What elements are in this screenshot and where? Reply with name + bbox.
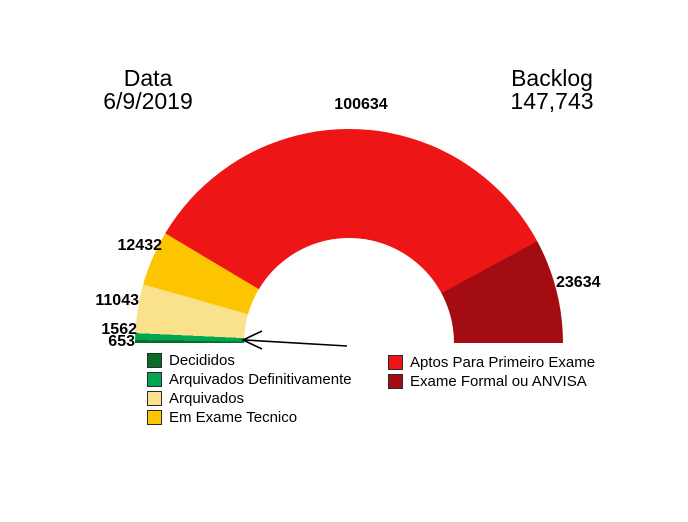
legend-label-exame-formal-ou-anvisa: Exame Formal ou ANVISA: [410, 373, 587, 390]
backlog-title-block: Backlog 147,743: [457, 67, 647, 113]
legend-column-right: Aptos Para Primeiro Exame Exame Formal o…: [388, 353, 595, 391]
legend-column-left: Decididos Arquivados Definitivamente Arq…: [147, 351, 352, 427]
legend-item-arquivados: Arquivados: [147, 389, 352, 408]
legend-label-decididos: Decididos: [169, 352, 235, 369]
legend-item-arquivados-definitivamente: Arquivados Definitivamente: [147, 370, 352, 389]
backlog-label: Backlog: [511, 65, 593, 91]
legend-swatch-decididos: [147, 353, 162, 368]
legend-swatch-exame-formal-ou-anvisa: [388, 374, 403, 389]
legend-item-aptos-para-primeiro-exame: Aptos Para Primeiro Exame: [388, 353, 595, 372]
legend-label-arquivados: Arquivados: [169, 390, 245, 407]
legend-label-aptos-para-primeiro-exame: Aptos Para Primeiro Exame: [410, 354, 596, 371]
legend-swatch-em-exame-tecnico: [147, 410, 162, 425]
legend-swatch-arquivados: [147, 391, 162, 406]
date-value: 6/9/2019: [103, 88, 193, 114]
legend-item-decididos: Decididos: [147, 351, 352, 370]
legend-swatch-arquivados-definitivamente: [147, 372, 162, 387]
value-label-em-exame-tecnico: 12432: [117, 237, 163, 254]
value-label-arquivados-definitivamente: 1562: [101, 321, 137, 338]
value-label-exame-formal-ou-anvisa: 23634: [556, 274, 601, 291]
value-label-aptos-para-primeiro-exame: 100634: [334, 96, 388, 113]
legend-swatch-aptos-para-primeiro-exame: [388, 355, 403, 370]
value-label-arquivados: 11043: [95, 292, 139, 309]
legend-label-em-exame-tecnico: Em Exame Tecnico: [169, 409, 298, 426]
value-label-decididos: 653: [108, 333, 135, 350]
legend-label-arquivados-definitivamente: Arquivados Definitivamente: [169, 371, 352, 388]
legend-item-em-exame-tecnico: Em Exame Tecnico: [147, 408, 352, 427]
backlog-value: 147,743: [510, 88, 594, 114]
legend-item-exame-formal-ou-anvisa: Exame Formal ou ANVISA: [388, 372, 595, 391]
date-title-block: Data 6/9/2019: [53, 67, 243, 113]
date-label: Data: [123, 65, 173, 91]
